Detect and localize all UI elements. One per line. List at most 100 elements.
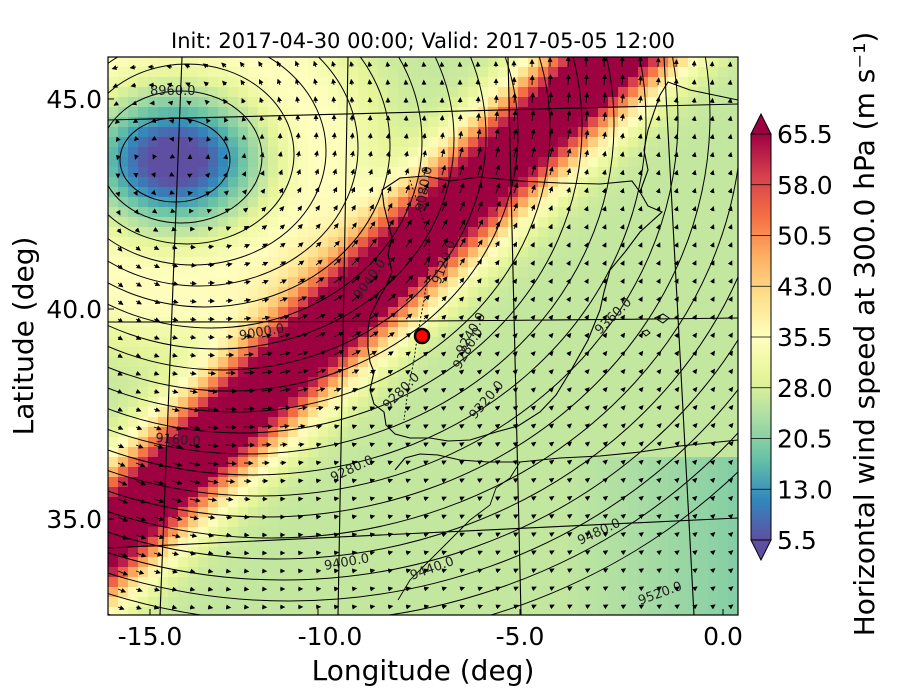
field-cell — [578, 387, 589, 398]
wind-vector — [477, 200, 483, 212]
field-cell — [148, 287, 159, 298]
field-cell — [578, 157, 589, 168]
field-cell — [248, 57, 259, 68]
wind-vector — [477, 182, 483, 194]
wind-vector — [369, 478, 376, 484]
wind-vector — [602, 131, 607, 140]
field-cell — [368, 157, 379, 168]
field-cell — [538, 417, 549, 428]
field-cell — [578, 57, 589, 68]
field-cell — [178, 257, 189, 268]
field-cell — [708, 417, 719, 428]
field-cell — [688, 257, 699, 268]
field-cell — [428, 177, 439, 188]
wind-vector — [459, 182, 465, 194]
field-cell — [488, 227, 499, 238]
field-cell — [448, 537, 459, 548]
field-cell — [238, 587, 249, 598]
wind-vector — [423, 294, 430, 302]
wind-vector — [333, 368, 344, 374]
wind-vector — [189, 389, 198, 395]
field-cell — [468, 507, 479, 518]
field-cell — [118, 517, 129, 528]
field-cell — [678, 297, 689, 308]
field-cell — [728, 87, 738, 98]
field-cell — [178, 557, 189, 568]
field-cell — [678, 257, 689, 268]
field-cell — [468, 487, 479, 498]
field-cell — [328, 277, 339, 288]
field-cell — [658, 417, 669, 428]
wind-vector — [369, 275, 379, 284]
wind-vector — [331, 78, 337, 86]
wind-vector — [243, 280, 251, 285]
wind-vector — [225, 244, 233, 250]
field-cell — [268, 227, 279, 238]
field-cell — [628, 497, 639, 508]
wind-vector — [387, 406, 393, 412]
field-cell — [448, 557, 459, 568]
field-cell — [458, 337, 469, 348]
field-cell — [478, 437, 489, 448]
field-cell — [338, 267, 349, 278]
field-cell — [528, 587, 539, 598]
field-cell — [388, 507, 399, 518]
field-cell — [118, 107, 129, 118]
wind-vector — [548, 166, 554, 176]
field-cell — [158, 557, 169, 568]
field-cell — [418, 227, 429, 238]
field-cell — [598, 397, 609, 408]
wind-vector — [601, 169, 607, 176]
france-coastline — [639, 81, 738, 193]
field-cell — [398, 227, 409, 238]
field-cell — [208, 367, 219, 378]
field-cell — [248, 407, 259, 418]
x-tick-label: -5.0 — [496, 622, 545, 651]
field-cell — [228, 187, 239, 198]
field-cell — [448, 497, 459, 508]
field-cell — [538, 157, 549, 168]
field-cell — [278, 607, 289, 615]
field-cell — [688, 177, 699, 188]
wind-vector — [115, 209, 121, 216]
field-cell — [218, 267, 229, 278]
field-cell — [368, 117, 379, 128]
field-cell — [368, 377, 379, 388]
field-cell — [388, 607, 399, 615]
field-cell — [598, 97, 609, 108]
field-cell — [618, 487, 629, 498]
field-cell — [698, 137, 709, 148]
wind-vector — [261, 206, 267, 212]
field-cell — [538, 287, 549, 298]
field-cell — [478, 307, 489, 318]
field-cell — [468, 187, 479, 198]
field-cell — [558, 297, 569, 308]
field-cell — [378, 217, 389, 228]
field-cell — [188, 607, 199, 615]
field-cell — [318, 297, 329, 308]
field-cell — [718, 427, 729, 438]
field-cell — [438, 337, 449, 348]
field-cell — [128, 137, 139, 148]
wind-vector — [530, 369, 536, 375]
field-cell — [398, 147, 409, 158]
wind-vector — [601, 260, 607, 266]
field-cell — [148, 297, 159, 308]
wind-vector — [117, 264, 124, 270]
wind-vector — [584, 110, 590, 122]
field-cell — [518, 337, 529, 348]
field-cell — [488, 607, 499, 615]
field-cell — [468, 577, 479, 588]
field-cell — [558, 347, 569, 358]
field-cell — [708, 337, 719, 348]
field-cell — [588, 337, 599, 348]
field-cell — [708, 277, 719, 288]
field-cell — [528, 527, 539, 538]
wind-vector — [225, 424, 237, 430]
field-cell — [418, 217, 429, 228]
wind-vector — [620, 495, 626, 501]
field-cell — [528, 267, 539, 278]
field-cell — [328, 597, 339, 608]
field-cell — [368, 527, 379, 538]
field-cell — [628, 337, 639, 348]
